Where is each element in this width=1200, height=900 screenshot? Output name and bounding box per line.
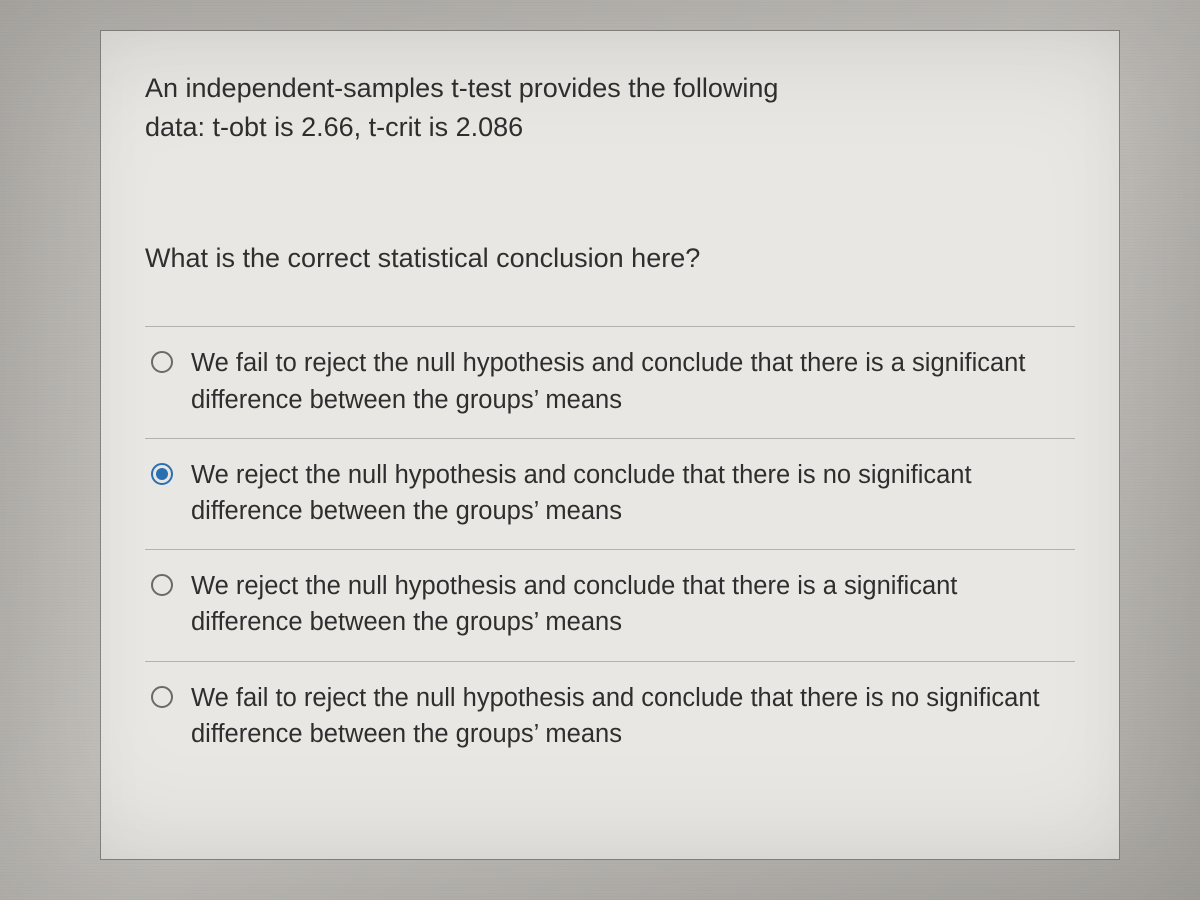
radio-icon[interactable] (151, 686, 173, 708)
stem-line-1: An independent-samples t-test provides t… (145, 73, 778, 103)
option-3[interactable]: We reject the null hypothesis and conclu… (145, 549, 1075, 660)
option-label: We fail to reject the null hypothesis an… (191, 680, 1069, 752)
stem-line-2: data: t-obt is 2.66, t-crit is 2.086 (145, 112, 523, 142)
option-1[interactable]: We fail to reject the null hypothesis an… (145, 326, 1075, 437)
option-label: We fail to reject the null hypothesis an… (191, 345, 1069, 417)
radio-icon[interactable] (151, 574, 173, 596)
options-group: We fail to reject the null hypothesis an… (145, 326, 1075, 762)
question-stem: An independent-samples t-test provides t… (145, 69, 1075, 147)
option-2[interactable]: We reject the null hypothesis and conclu… (145, 438, 1075, 549)
question-prompt: What is the correct statistical conclusi… (145, 239, 1075, 278)
radio-icon[interactable] (151, 351, 173, 373)
question-card: An independent-samples t-test provides t… (100, 30, 1120, 860)
option-label: We reject the null hypothesis and conclu… (191, 457, 1069, 529)
option-label: We reject the null hypothesis and conclu… (191, 568, 1069, 640)
radio-icon[interactable] (151, 463, 173, 485)
option-4[interactable]: We fail to reject the null hypothesis an… (145, 661, 1075, 762)
